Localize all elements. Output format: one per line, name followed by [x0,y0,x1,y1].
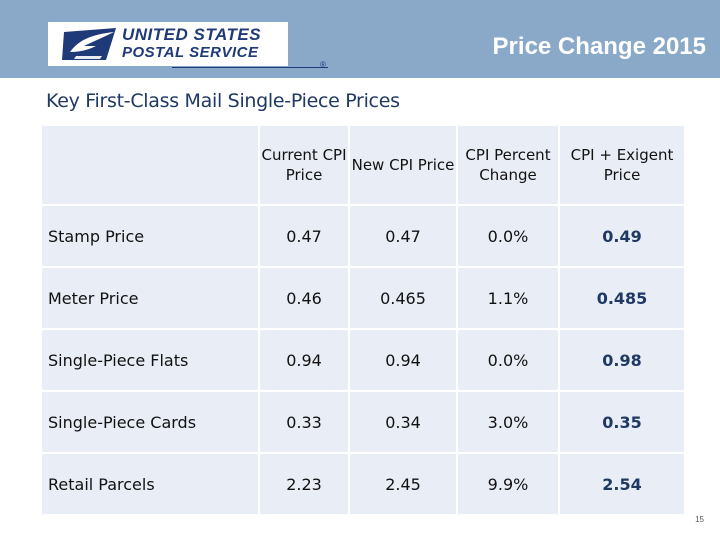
percent-change-cell: 0.0% [458,206,560,268]
row-label: Single-Piece Flats [42,330,260,392]
new-price-cell: 0.94 [350,330,458,392]
table-row: Single-Piece Cards 0.33 0.34 3.0% 0.35 [42,392,686,454]
logo-underline [172,67,328,68]
exigent-price-cell: 2.54 [560,454,686,516]
page-title: Price Change 2015 [492,33,706,60]
usps-logo: UNITED STATES POSTAL SERVICE ® [48,22,328,69]
column-header: New CPI Price [350,126,458,206]
new-price-cell: 0.47 [350,206,458,268]
current-price-cell: 0.33 [260,392,350,454]
exigent-price-cell: 0.98 [560,330,686,392]
eagle-icon [62,28,116,60]
new-price-cell: 0.34 [350,392,458,454]
row-label: Single-Piece Cards [42,392,260,454]
exigent-price-cell: 0.49 [560,206,686,268]
column-header: CPI + Exigent Price [560,126,686,206]
section-subtitle: Key First-Class Mail Single-Piece Prices [46,90,400,112]
current-price-cell: 2.23 [260,454,350,516]
row-label: Retail Parcels [42,454,260,516]
column-header: CPI Percent Change [458,126,560,206]
table-header-row: Current CPI Price New CPI Price CPI Perc… [42,126,686,206]
percent-change-cell: 9.9% [458,454,560,516]
table-row: Meter Price 0.46 0.465 1.1% 0.485 [42,268,686,330]
percent-change-cell: 0.0% [458,330,560,392]
percent-change-cell: 1.1% [458,268,560,330]
row-label: Stamp Price [42,206,260,268]
page-number: 15 [695,515,704,524]
percent-change-cell: 3.0% [458,392,560,454]
column-header: Current CPI Price [260,126,350,206]
logo-text-line1: UNITED STATES [122,25,262,44]
new-price-cell: 0.465 [350,268,458,330]
table-row: Single-Piece Flats 0.94 0.94 0.0% 0.98 [42,330,686,392]
table-row: Retail Parcels 2.23 2.45 9.9% 2.54 [42,454,686,516]
header-bar: UNITED STATES POSTAL SERVICE ® Price Cha… [0,0,720,78]
table-corner-cell [42,126,260,206]
table-row: Stamp Price 0.47 0.47 0.0% 0.49 [42,206,686,268]
exigent-price-cell: 0.35 [560,392,686,454]
price-table: Current CPI Price New CPI Price CPI Perc… [42,126,686,516]
logo-text-line2: POSTAL SERVICE [122,44,259,61]
current-price-cell: 0.94 [260,330,350,392]
new-price-cell: 2.45 [350,454,458,516]
exigent-price-cell: 0.485 [560,268,686,330]
current-price-cell: 0.47 [260,206,350,268]
current-price-cell: 0.46 [260,268,350,330]
registered-mark: ® [320,60,326,69]
row-label: Meter Price [42,268,260,330]
